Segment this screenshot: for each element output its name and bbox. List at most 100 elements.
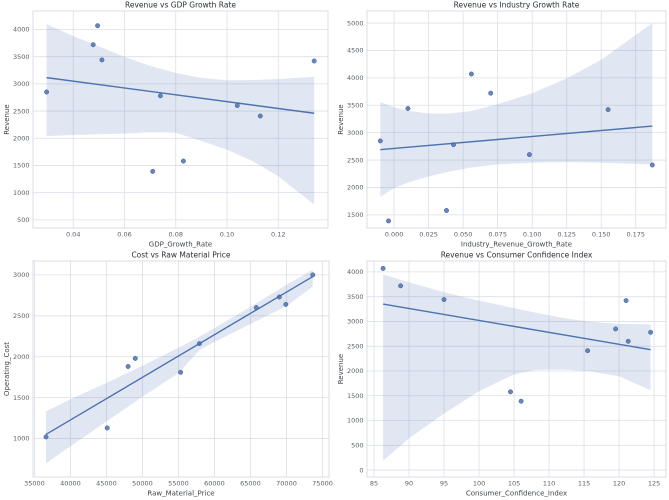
axes-spines [32,10,329,229]
axes-spines [366,10,667,229]
y-axis-tick-labels: 0 500 1000 1500 2000 2500 3000 3500 4000 [347,268,364,474]
grid-lines [33,11,328,228]
svg-text:0.125: 0.125 [557,231,576,239]
data-point [99,57,105,63]
svg-text:0.08: 0.08 [169,231,183,239]
y-axis-label: Operating_Cost [3,342,11,396]
svg-text:0.10: 0.10 [220,231,234,239]
svg-text:65000: 65000 [240,480,261,488]
svg-text:4000: 4000 [347,74,364,82]
data-point [380,265,386,271]
x-axis-tick-labels: 0.000 0.025 0.050 0.075 0.100 0.125 0.150 0.175 [385,231,645,239]
y-axis-label: Revenue [337,354,345,385]
scatter-points [380,265,654,404]
data-point [377,138,383,144]
svg-text:4500: 4500 [347,47,364,55]
x-axis-label: Consumer_Confidence_Index [466,490,567,498]
svg-text:1000: 1000 [347,417,364,425]
x-axis-label: Industry_Revenue_Growth_Rate [461,241,572,249]
svg-text:0.04: 0.04 [66,231,80,239]
svg-text:95: 95 [440,480,448,488]
regression-line [46,76,315,114]
svg-text:1000: 1000 [13,189,30,197]
data-point [311,58,317,64]
svg-text:4000: 4000 [13,26,30,34]
chart-title: Cost vs Raw Material Price [131,251,230,260]
data-point [283,301,289,307]
data-point [468,71,474,77]
svg-text:3000: 3000 [13,271,30,279]
svg-text:50000: 50000 [132,480,153,488]
svg-text:3000: 3000 [347,318,364,326]
confidence-band [46,269,313,464]
subplot-svg: 85 90 95 100 105 110 115 120 125 0 500 1000 1500 2000… [337,251,667,498]
subplot-svg: 0.000 0.025 0.050 0.075 0.100 0.125 0.150 0.175… [337,1,667,249]
svg-text:125: 125 [648,480,660,488]
data-point [648,329,654,335]
svg-text:75000: 75000 [312,480,333,488]
grid-lines [367,261,666,477]
y-axis-label: Revenue [3,104,11,135]
data-point [488,90,494,96]
svg-text:5000: 5000 [347,19,364,27]
data-point [90,42,96,48]
data-point [157,93,163,99]
svg-text:500: 500 [351,441,363,449]
chart-title: Revenue vs Consumer Confidence Index [441,251,593,260]
axes-spines [366,260,667,478]
data-point [451,142,456,148]
svg-text:1500: 1500 [13,162,30,170]
data-point [150,168,156,174]
svg-text:45000: 45000 [96,480,117,488]
data-point [44,89,50,95]
svg-text:120: 120 [613,480,625,488]
svg-text:3500: 3500 [347,101,364,109]
svg-text:1000: 1000 [13,435,30,443]
svg-text:0: 0 [359,466,363,474]
data-point [234,103,240,109]
svg-text:0.075: 0.075 [488,231,507,239]
data-point [43,434,49,440]
svg-text:1500: 1500 [347,392,364,400]
svg-text:110: 110 [543,480,555,488]
svg-text:3000: 3000 [13,80,30,88]
svg-text:1500: 1500 [13,394,30,402]
svg-text:2000: 2000 [347,184,364,192]
x-axis-label: GDP_Growth_Rate [149,241,212,249]
data-point [508,389,513,395]
svg-text:2500: 2500 [13,107,30,115]
x-axis-tick-labels: 0.04 0.06 0.08 0.10 0.12 [66,231,286,239]
svg-text:0.050: 0.050 [454,231,473,239]
svg-text:2000: 2000 [13,353,30,361]
svg-text:55000: 55000 [168,480,189,488]
data-point [649,162,655,168]
confidence-band [380,23,653,197]
y-axis-tick-labels: 1000 1500 2000 2500 3000 [13,271,30,443]
svg-text:0.150: 0.150 [592,231,611,239]
data-point [605,107,611,113]
svg-text:2500: 2500 [13,312,30,320]
data-point [178,369,184,375]
data-point [613,326,619,332]
data-point [405,106,411,111]
svg-text:0.175: 0.175 [626,231,645,239]
confidence-band [46,24,315,205]
y-axis-tick-labels: 500 1000 1500 2000 2500 3000 3500 4000 [13,26,30,224]
svg-text:3500: 3500 [347,293,364,301]
svg-text:115: 115 [578,480,590,488]
scatter-points [44,23,317,174]
svg-text:100: 100 [473,480,485,488]
chart-revenue-vs-gdp-growth-rate: 0.04 0.06 0.08 0.10 0.12 500 1000 1500 2000 2500 3… [0,0,334,250]
data-point [196,341,202,347]
svg-text:35000: 35000 [24,480,45,488]
regression-line [382,303,651,351]
grid-lines [33,261,329,477]
svg-text:90: 90 [405,480,413,488]
data-point [623,298,629,304]
regression-line [45,275,314,436]
subplot-svg: 35000 40000 45000 50000 55000 60000 65000 70000… [3,251,333,498]
svg-text:105: 105 [508,480,520,488]
svg-text:2000: 2000 [13,134,30,142]
data-point [398,283,404,289]
